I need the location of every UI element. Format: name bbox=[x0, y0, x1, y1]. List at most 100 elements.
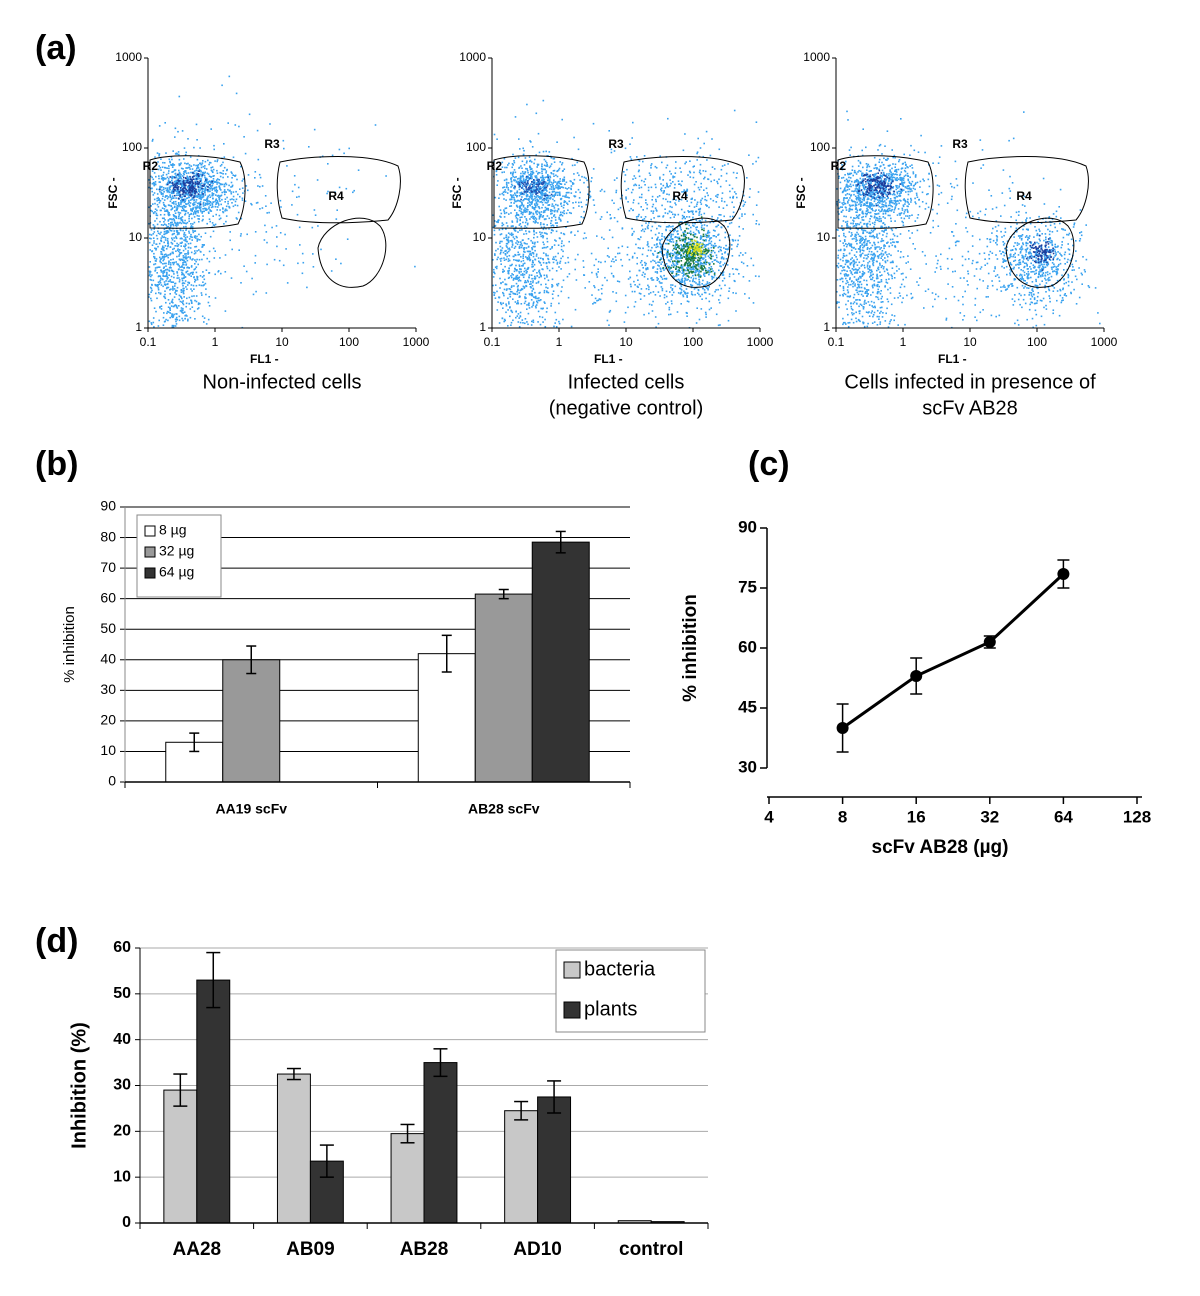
cell-dot bbox=[336, 209, 338, 211]
cell-dot bbox=[177, 131, 179, 133]
cell-dot bbox=[266, 264, 268, 266]
cell-dot bbox=[153, 224, 155, 226]
cell-dot bbox=[539, 316, 541, 318]
panel-label: (c) bbox=[748, 445, 790, 483]
cell-dot bbox=[553, 326, 555, 328]
cell-dot bbox=[164, 122, 166, 124]
cell-dot bbox=[562, 319, 564, 321]
cell-dot bbox=[526, 177, 528, 179]
cell-dot bbox=[222, 177, 224, 179]
cell-dot bbox=[172, 234, 174, 236]
cell-dot bbox=[510, 202, 512, 204]
cell-dot bbox=[708, 235, 710, 237]
cell-dot bbox=[200, 195, 202, 197]
cell-dot bbox=[520, 183, 522, 185]
cell-dot bbox=[503, 252, 505, 254]
cell-dot bbox=[171, 192, 173, 194]
cell-dot bbox=[682, 278, 684, 280]
cell-dot bbox=[518, 138, 520, 140]
cell-dot bbox=[195, 183, 197, 185]
cell-dot bbox=[681, 209, 683, 211]
cell-dot bbox=[519, 254, 521, 256]
cell-dot bbox=[194, 253, 196, 255]
cell-dot bbox=[214, 160, 216, 162]
cell-dot bbox=[713, 245, 715, 247]
cell-dot bbox=[207, 200, 209, 202]
cell-dot bbox=[496, 291, 498, 293]
cell-dot bbox=[170, 267, 172, 269]
cell-dot bbox=[203, 211, 205, 213]
cell-dot bbox=[507, 225, 509, 227]
cell-dot bbox=[176, 293, 178, 295]
cell-dot bbox=[340, 263, 342, 265]
cell-dot bbox=[182, 190, 184, 192]
cell-dot bbox=[194, 195, 196, 197]
cell-dot bbox=[525, 301, 527, 303]
cell-dot bbox=[155, 249, 157, 251]
cell-dot bbox=[583, 211, 585, 213]
cell-dot bbox=[150, 210, 152, 212]
cell-dot bbox=[736, 197, 738, 199]
cell-dot bbox=[528, 255, 530, 257]
cell-dot bbox=[182, 259, 184, 261]
cell-dot bbox=[163, 202, 165, 204]
cell-dot bbox=[756, 121, 758, 123]
cell-dot bbox=[158, 325, 160, 327]
cell-dot bbox=[567, 209, 569, 211]
cell-dot bbox=[562, 170, 564, 172]
cell-dot bbox=[558, 185, 560, 187]
cell-dot bbox=[173, 314, 175, 316]
cell-dot bbox=[657, 237, 659, 239]
cell-dot bbox=[198, 249, 200, 251]
cell-dot bbox=[496, 221, 498, 223]
cell-dot bbox=[520, 165, 522, 167]
cell-dot bbox=[679, 183, 681, 185]
cell-dot bbox=[194, 263, 196, 265]
cell-dot bbox=[518, 303, 520, 305]
cell-dot bbox=[508, 232, 510, 234]
cell-dot bbox=[552, 258, 554, 260]
cell-dot bbox=[213, 201, 215, 203]
cell-dot bbox=[187, 222, 189, 224]
cell-dot bbox=[517, 288, 519, 290]
cell-dot bbox=[642, 161, 644, 163]
cell-dot bbox=[595, 298, 597, 300]
cell-dot bbox=[189, 206, 191, 208]
cell-dot bbox=[200, 275, 202, 277]
cell-dot bbox=[189, 256, 191, 258]
cell-dot bbox=[225, 191, 227, 193]
cell-dot bbox=[677, 230, 679, 232]
cell-dot bbox=[217, 172, 219, 174]
cell-dot bbox=[496, 184, 498, 186]
cell-dot bbox=[672, 181, 674, 183]
cell-dot bbox=[298, 187, 300, 189]
cell-dot bbox=[698, 230, 700, 232]
cell-dot bbox=[201, 188, 203, 190]
cell-dot bbox=[502, 229, 504, 231]
panel-label: (b) bbox=[35, 445, 78, 483]
cell-dot bbox=[516, 217, 518, 219]
cell-dot bbox=[224, 186, 226, 188]
cell-dot bbox=[497, 222, 499, 224]
cell-dot bbox=[153, 179, 155, 181]
cell-dot bbox=[184, 147, 186, 149]
cell-dot bbox=[209, 261, 211, 263]
cell-dot bbox=[182, 264, 184, 266]
cell-dot bbox=[607, 255, 609, 257]
cell-dot bbox=[190, 308, 192, 310]
cell-dot bbox=[647, 226, 649, 228]
cell-dot bbox=[179, 316, 181, 318]
cell-dot bbox=[603, 238, 605, 240]
cell-dot bbox=[187, 236, 189, 238]
cell-dot bbox=[741, 213, 743, 215]
cell-dot bbox=[164, 294, 166, 296]
cell-dot bbox=[669, 291, 671, 293]
cell-dot bbox=[220, 273, 222, 275]
cell-dot bbox=[182, 290, 184, 292]
cell-dot bbox=[745, 201, 747, 203]
cell-dot bbox=[527, 202, 529, 204]
cell-dot bbox=[626, 189, 628, 191]
cell-dot bbox=[208, 173, 210, 175]
cell-dot bbox=[159, 260, 161, 262]
cell-dot bbox=[523, 199, 525, 201]
